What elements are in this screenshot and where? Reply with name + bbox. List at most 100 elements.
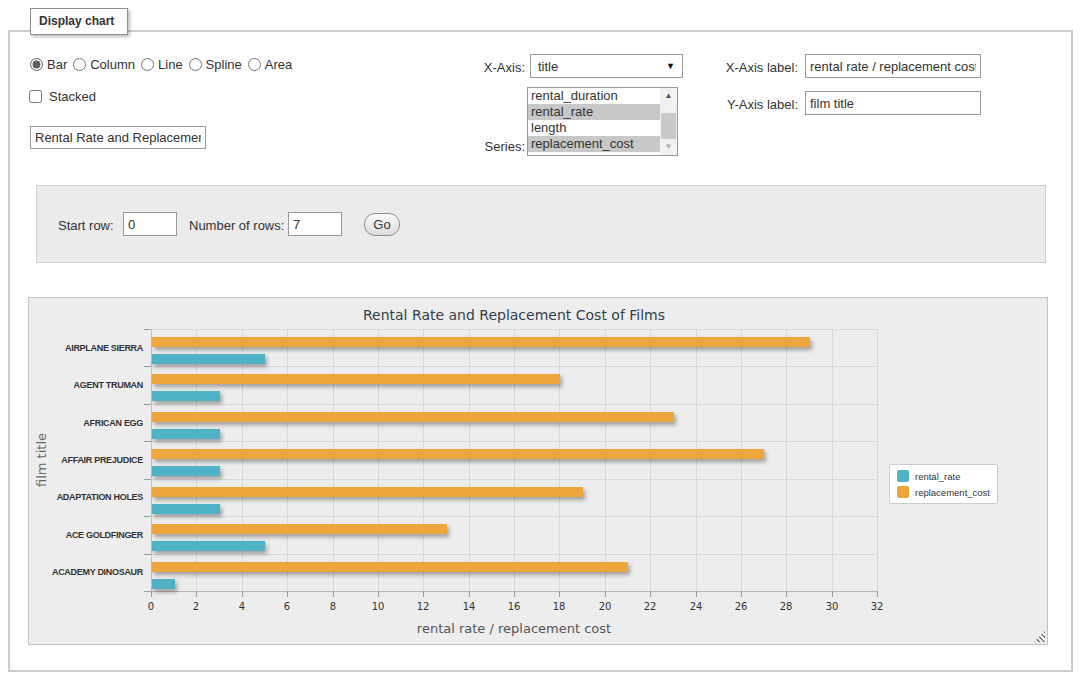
- gridline-vertical: [333, 329, 334, 591]
- category-label: AIRPLANE SIERRA: [35, 329, 143, 366]
- series-options: rental_durationrental_ratelengthreplacem…: [528, 88, 660, 155]
- legend-label: replacement_cost: [915, 487, 990, 498]
- start-row-label: Start row:: [58, 218, 114, 233]
- scroll-down-icon[interactable]: ▼: [660, 139, 677, 155]
- series-option-replacement_cost[interactable]: replacement_cost: [528, 136, 660, 152]
- gridline-vertical: [423, 329, 424, 591]
- gridline-horizontal: [151, 441, 877, 442]
- y-axis-line: [151, 329, 152, 591]
- gridline-vertical: [832, 329, 833, 591]
- legend-item-replacement_cost[interactable]: replacement_cost: [897, 486, 990, 498]
- x-tick-label: 6: [267, 601, 307, 612]
- gridline-vertical: [877, 329, 878, 591]
- chart-type-option-bar: Bar: [30, 57, 67, 72]
- x-tick-label: 12: [403, 601, 443, 612]
- x-tick-label: 20: [585, 601, 625, 612]
- x-axis-select-label: X-Axis:: [430, 60, 525, 75]
- legend-swatch-replacement_cost: [897, 486, 909, 498]
- bar-replacement_cost[interactable]: [152, 562, 628, 572]
- go-button[interactable]: Go: [364, 213, 400, 236]
- chart-legend: rental_rate replacement_cost: [889, 464, 998, 504]
- chart-type-option-area: Area: [248, 57, 292, 72]
- dropdown-arrow-icon: ▼: [666, 61, 675, 71]
- x-axis-select[interactable]: title ▼: [530, 54, 683, 78]
- category-label: ADAPTATION HOLES: [35, 479, 143, 516]
- category-tick: [144, 516, 151, 517]
- chart-type-radio-label: Line: [158, 57, 183, 72]
- chart-title-input[interactable]: [30, 126, 206, 149]
- chart-type-option-line: Line: [141, 57, 183, 72]
- bar-replacement_cost[interactable]: [152, 524, 447, 534]
- start-row-input[interactable]: [123, 212, 177, 236]
- chart-type-option-column: Column: [73, 57, 135, 72]
- bar-rental_rate[interactable]: [152, 354, 265, 364]
- chart-plot-area: rental rate / replacement cost film titl…: [151, 329, 877, 591]
- series-select-label: Series:: [430, 139, 525, 154]
- bar-rental_rate[interactable]: [152, 541, 265, 551]
- category-label: AFFAIR PREJUDICE: [35, 441, 143, 478]
- gridline-vertical: [287, 329, 288, 591]
- legend-swatch-rental_rate: [897, 470, 909, 482]
- scroll-up-icon[interactable]: ▲: [660, 88, 677, 104]
- bar-rental_rate[interactable]: [152, 504, 220, 514]
- bar-replacement_cost[interactable]: [152, 412, 674, 422]
- chart-type-radio-column[interactable]: [73, 58, 86, 71]
- gridline-vertical: [741, 329, 742, 591]
- series-option-rental_rate[interactable]: rental_rate: [528, 104, 660, 120]
- x-axis-line: [151, 591, 877, 592]
- chart-x-axis-title: rental rate / replacement cost: [314, 621, 714, 636]
- chart-type-radio-label: Bar: [47, 57, 67, 72]
- chart-type-radio-bar[interactable]: [30, 58, 43, 71]
- gridline-vertical: [786, 329, 787, 591]
- bar-replacement_cost[interactable]: [152, 337, 810, 347]
- series-listbox[interactable]: rental_durationrental_ratelengthreplacem…: [527, 87, 678, 156]
- category-label: ACE GOLDFINGER: [35, 516, 143, 553]
- gridline-horizontal: [151, 554, 877, 555]
- category-tick: [144, 329, 151, 330]
- category-label: AGENT TRUMAN: [35, 366, 143, 403]
- gridline-vertical: [196, 329, 197, 591]
- x-tick-label: 8: [313, 601, 353, 612]
- category-label: AFRICAN EGG: [35, 404, 143, 441]
- bar-rental_rate[interactable]: [152, 466, 220, 476]
- x-axis-tick: [877, 591, 878, 597]
- resize-handle-icon[interactable]: [1034, 631, 1045, 642]
- series-option-length[interactable]: length: [528, 120, 660, 136]
- stacked-checkbox[interactable]: [29, 90, 42, 103]
- x-axis-label-input[interactable]: [805, 54, 981, 78]
- bar-replacement_cost[interactable]: [152, 374, 560, 384]
- gridline-horizontal: [151, 479, 877, 480]
- series-scrollbar[interactable]: ▲ ▼: [660, 88, 677, 155]
- gridline-vertical: [605, 329, 606, 591]
- x-tick-label: 18: [539, 601, 579, 612]
- chart-type-radio-group: Bar Column Line Spline Area: [30, 56, 298, 72]
- x-tick-label: 14: [449, 601, 489, 612]
- y-axis-label-input[interactable]: [805, 91, 981, 115]
- x-tick-label: 26: [721, 601, 761, 612]
- bar-rental_rate[interactable]: [152, 391, 220, 401]
- gridline-vertical: [378, 329, 379, 591]
- gridline-vertical: [650, 329, 651, 591]
- category-tick: [144, 591, 151, 592]
- chart-type-radio-spline[interactable]: [189, 58, 202, 71]
- x-axis-select-value: title: [538, 59, 558, 74]
- gridline-vertical: [514, 329, 515, 591]
- chart-type-radio-line[interactable]: [141, 58, 154, 71]
- x-tick-label: 32: [857, 601, 897, 612]
- bar-rental_rate[interactable]: [152, 579, 175, 589]
- series-option-rental_duration[interactable]: rental_duration: [528, 88, 660, 104]
- chart-type-radio-area[interactable]: [248, 58, 261, 71]
- chart-type-radio-label: Spline: [206, 57, 242, 72]
- gridline-vertical: [242, 329, 243, 591]
- x-tick-label: 10: [358, 601, 398, 612]
- chart-panel: Rental Rate and Replacement Cost of Film…: [28, 297, 1048, 645]
- legend-item-rental_rate[interactable]: rental_rate: [897, 470, 990, 482]
- stacked-checkbox-row: Stacked: [29, 88, 96, 104]
- scroll-thumb[interactable]: [661, 113, 676, 139]
- bar-replacement_cost[interactable]: [152, 449, 764, 459]
- bar-rental_rate[interactable]: [152, 429, 220, 439]
- x-tick-label: 16: [494, 601, 534, 612]
- number-of-rows-input[interactable]: [288, 212, 342, 236]
- chart-type-radio-label: Column: [90, 57, 135, 72]
- bar-replacement_cost[interactable]: [152, 487, 583, 497]
